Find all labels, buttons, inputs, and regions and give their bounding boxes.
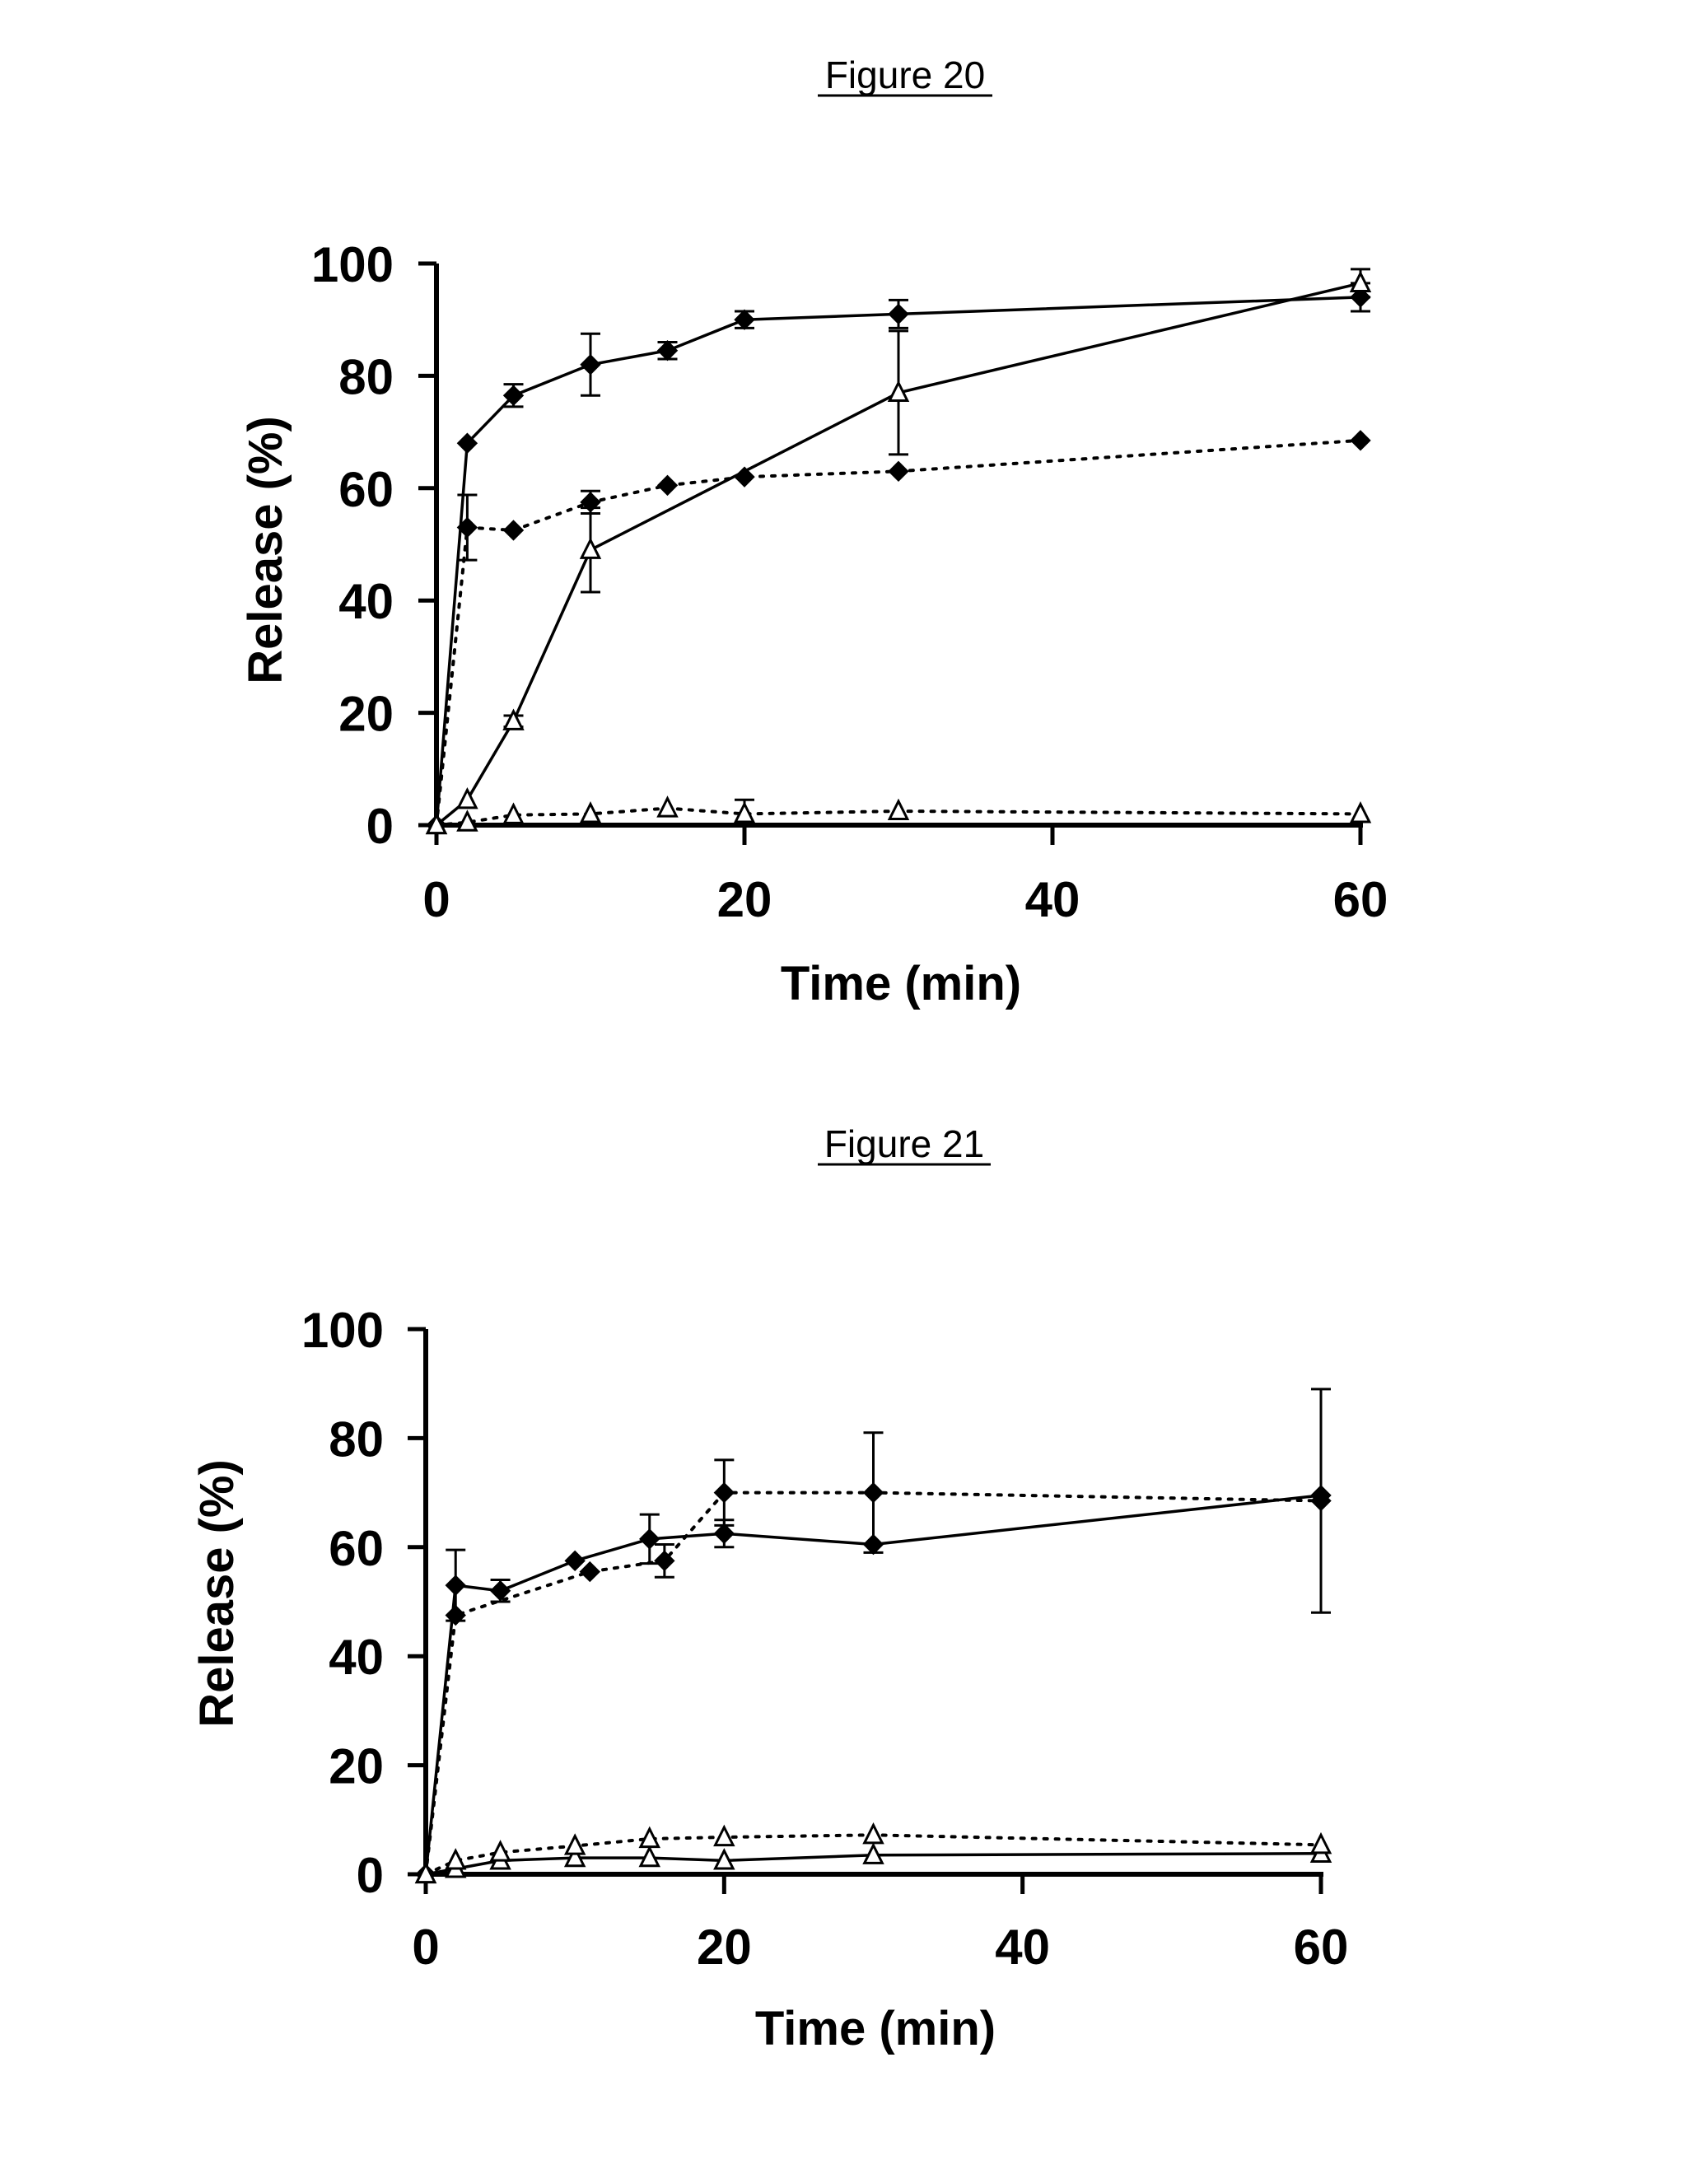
x-tick-label: 0 <box>412 1920 439 1975</box>
y-tick-label: 40 <box>329 1630 384 1685</box>
data-point <box>714 1523 734 1543</box>
data-point <box>889 461 908 481</box>
chart-title: Figure 21 <box>824 1122 984 1165</box>
data-point <box>581 540 600 558</box>
y-tick-label: 20 <box>329 1739 384 1794</box>
data-point <box>659 799 677 817</box>
y-axis-title: Release (%) <box>190 1459 244 1728</box>
y-tick-label: 60 <box>329 1521 384 1576</box>
series-solid-triangle <box>427 269 1370 833</box>
x-tick-label: 20 <box>697 1920 752 1975</box>
chart-figure-20: Figure 20 Release (%) Time (min) 0 20 40 60… <box>239 54 1388 1010</box>
x-axis-title: Time (min) <box>781 957 1021 1010</box>
data-point <box>566 1836 584 1854</box>
y-tick-label: 100 <box>301 1303 384 1358</box>
y-axis-title: Release (%) <box>239 416 292 684</box>
x-tick-label: 40 <box>1025 872 1080 927</box>
data-point <box>1312 1835 1330 1853</box>
data-point <box>565 1551 585 1570</box>
series-dotted-diamond <box>416 1389 1331 1884</box>
y-tick-label: 80 <box>329 1411 384 1467</box>
data-point <box>1351 431 1370 450</box>
x-tick-label: 60 <box>1333 872 1388 927</box>
data-point <box>1351 804 1370 822</box>
y-tick-label: 80 <box>338 349 394 404</box>
data-point <box>446 1575 465 1595</box>
data-point <box>865 1825 883 1843</box>
data-point <box>658 475 678 495</box>
y-tick-label: 0 <box>357 1848 384 1903</box>
y-tick-label: 40 <box>338 574 394 629</box>
series-dotted-triangle <box>427 799 1370 833</box>
chart-title: Figure 20 <box>825 54 985 96</box>
y-tick-label: 100 <box>311 237 394 292</box>
data-point <box>580 1562 600 1582</box>
y-tick-label: 0 <box>366 799 394 854</box>
data-point <box>581 355 600 375</box>
chart-figure-21: Figure 21 Release (%) Time (min) 0 20 40 60… <box>190 1122 1348 2055</box>
data-point <box>716 1827 734 1845</box>
data-point <box>735 310 754 329</box>
data-point <box>505 711 523 730</box>
y-tick-label: 20 <box>338 687 394 742</box>
y-tick-label: 60 <box>338 462 394 517</box>
data-point <box>459 790 477 808</box>
x-tick-label: 40 <box>995 1920 1050 1975</box>
data-point <box>864 1483 884 1503</box>
data-point <box>889 304 908 324</box>
x-tick-label: 0 <box>422 872 450 927</box>
x-axis-title: Time (min) <box>755 2002 996 2055</box>
data-point <box>504 520 524 540</box>
series-line <box>436 441 1360 825</box>
x-tick-label: 20 <box>717 872 772 927</box>
data-point <box>446 1606 465 1626</box>
data-point <box>640 1529 660 1549</box>
data-point <box>658 341 678 361</box>
x-tick-label: 60 <box>1294 1920 1349 1975</box>
series-dotted-diamond <box>427 431 1370 835</box>
data-point <box>889 801 908 819</box>
